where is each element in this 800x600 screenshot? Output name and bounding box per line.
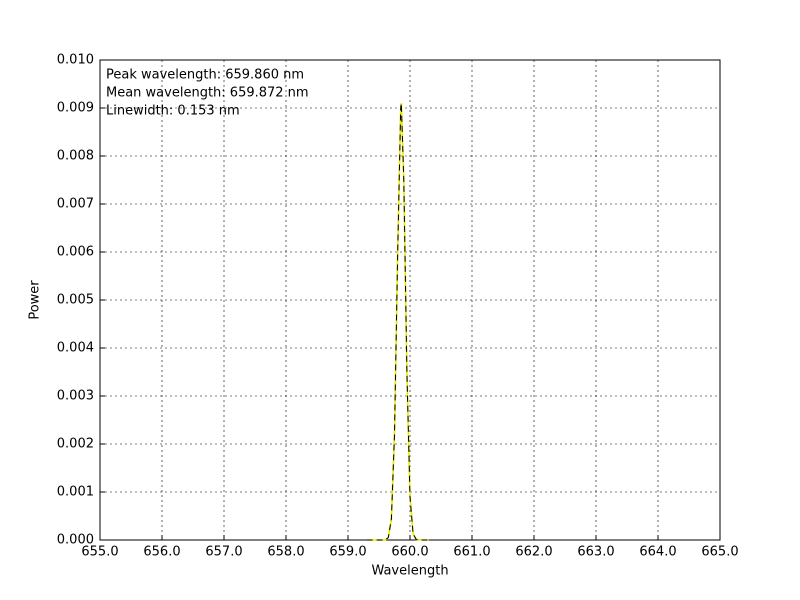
y-tick-label: 0.000	[57, 533, 94, 548]
y-tick-label: 0.007	[57, 197, 94, 212]
y-tick-label: 0.004	[57, 341, 94, 356]
y-tick-label: 0.010	[57, 53, 94, 68]
x-axis-label: Wavelength	[371, 564, 448, 579]
y-axis-label: Power	[28, 280, 43, 320]
series-line	[366, 103, 429, 541]
x-tick-label: 656.0	[143, 545, 180, 560]
annotation: Peak wavelength: 659.860 nm	[106, 68, 304, 83]
y-tick-label: 0.002	[57, 437, 94, 452]
x-tick-label: 663.0	[577, 545, 614, 560]
x-tick-label: 661.0	[453, 545, 490, 560]
x-tick-label: 665.0	[701, 545, 738, 560]
x-tick-label: 659.0	[329, 545, 366, 560]
y-tick-label: 0.003	[57, 389, 94, 404]
x-tick-label: 662.0	[515, 545, 552, 560]
x-tick-label: 658.0	[267, 545, 304, 560]
x-tick-label: 657.0	[205, 545, 242, 560]
x-tick-label: 660.0	[391, 545, 428, 560]
annotation: Mean wavelength: 659.872 nm	[106, 86, 309, 101]
y-tick-label: 0.008	[57, 149, 94, 164]
y-tick-label: 0.006	[57, 245, 94, 260]
x-tick-label: 664.0	[639, 545, 676, 560]
annotation: Linewidth: 0.153 nm	[106, 104, 240, 119]
y-tick-label: 0.009	[57, 101, 94, 116]
y-tick-label: 0.001	[57, 485, 94, 500]
y-tick-label: 0.005	[57, 293, 94, 308]
x-tick-label: 655.0	[81, 545, 118, 560]
